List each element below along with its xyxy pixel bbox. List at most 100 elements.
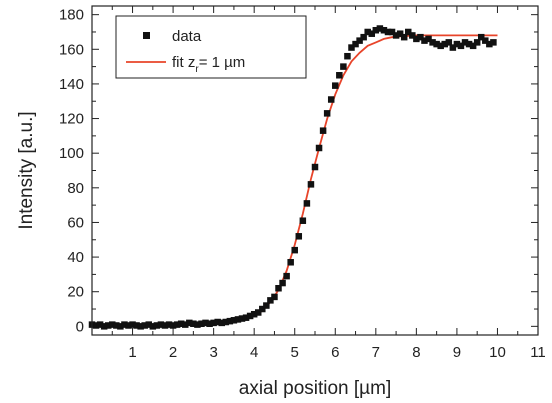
data-point xyxy=(465,40,473,48)
data-point xyxy=(429,39,436,46)
data-point xyxy=(417,33,424,41)
x-tick-label: 9 xyxy=(453,344,461,361)
data-point xyxy=(332,82,339,89)
data-point xyxy=(323,110,331,117)
data-point xyxy=(238,315,246,322)
data-point xyxy=(250,310,258,318)
data-point xyxy=(137,323,144,330)
y-tick-label: 120 xyxy=(59,111,84,128)
data-point xyxy=(194,321,201,328)
legend-fit-subscript: r xyxy=(195,64,199,75)
legend-data-marker xyxy=(143,32,150,39)
data-point xyxy=(364,28,371,36)
data-point xyxy=(157,321,165,328)
data-point xyxy=(133,322,140,329)
x-tick-label: 3 xyxy=(209,344,217,361)
x-tick-label: 8 xyxy=(412,344,420,361)
data-point xyxy=(259,305,266,313)
data-point xyxy=(486,40,493,48)
y-tick-label: 80 xyxy=(67,180,84,197)
y-tick-label: 160 xyxy=(59,41,84,58)
data-point xyxy=(145,321,153,328)
data-point xyxy=(287,259,294,266)
data-point xyxy=(279,279,286,287)
y-tick-labels: 0 20 40 60 80 100 120 140 160 180 xyxy=(59,7,84,336)
y-tick-label: 180 xyxy=(59,7,84,24)
data-point xyxy=(218,319,225,327)
y-tick-label: 60 xyxy=(67,214,84,231)
data-point xyxy=(299,217,307,224)
x-tick-label: 7 xyxy=(372,344,380,361)
x-tick-label: 4 xyxy=(250,344,258,361)
legend-fit-prefix: fit z xyxy=(172,54,195,71)
data-point xyxy=(96,321,104,328)
data-point xyxy=(441,40,448,48)
data-point xyxy=(242,314,250,321)
data-point xyxy=(425,35,432,43)
data-point xyxy=(477,33,485,41)
data-point xyxy=(392,32,400,39)
data-point xyxy=(413,35,420,43)
data-point xyxy=(117,323,124,330)
data-point xyxy=(234,316,242,323)
data-point xyxy=(263,302,270,309)
x-tick-label: 2 xyxy=(169,344,177,361)
data-point xyxy=(473,39,481,46)
data-point xyxy=(482,37,489,44)
y-tick-label: 40 xyxy=(67,249,84,266)
data-point xyxy=(457,42,465,50)
data-point xyxy=(340,63,347,70)
data-point xyxy=(388,28,396,36)
data-point xyxy=(177,320,185,327)
plot-frame xyxy=(91,5,539,336)
data-point xyxy=(149,323,157,330)
data-point xyxy=(226,317,234,325)
legend-fit-suffix: = 1 µm xyxy=(199,54,246,71)
data-point xyxy=(360,33,367,41)
data-point xyxy=(352,40,359,48)
data-point xyxy=(469,42,477,50)
data-point xyxy=(433,40,440,48)
data-point xyxy=(405,28,412,36)
y-tick-label: 0 xyxy=(76,318,84,335)
data-point xyxy=(490,39,497,46)
data-point xyxy=(384,28,392,36)
data-point xyxy=(109,321,116,328)
data-point xyxy=(113,322,120,329)
data-point xyxy=(303,200,311,207)
data-point xyxy=(230,317,238,324)
data-point xyxy=(271,293,278,301)
data-point xyxy=(214,318,221,326)
data-point xyxy=(344,52,351,60)
data-point xyxy=(421,37,428,44)
data-point xyxy=(190,320,197,327)
data-point xyxy=(283,272,290,280)
data-point xyxy=(380,26,388,34)
legend-data-label: data xyxy=(172,28,202,45)
data-point xyxy=(372,26,380,34)
data-point xyxy=(182,321,189,328)
data-point xyxy=(246,312,254,320)
data-point xyxy=(409,32,416,39)
data-point xyxy=(307,181,315,188)
data-point xyxy=(275,284,282,292)
x-axis-label: axial position [µm] xyxy=(239,378,391,399)
data-point xyxy=(198,320,205,327)
data-point xyxy=(153,322,161,329)
data-point xyxy=(400,33,408,41)
x-tick-label: 5 xyxy=(291,344,299,361)
legend: data fit zr= 1 µm xyxy=(115,15,307,79)
data-point xyxy=(267,297,274,304)
legend-box xyxy=(115,15,307,79)
data-point xyxy=(254,309,262,316)
data-point xyxy=(368,30,376,37)
data-point xyxy=(396,30,404,37)
x-tick-label: 1 xyxy=(128,344,136,361)
x-tick-labels: 1 2 3 4 5 6 7 8 9 10 11 xyxy=(128,344,545,361)
data-point xyxy=(315,144,323,152)
data-points xyxy=(88,25,497,330)
data-point xyxy=(453,40,461,48)
data-point xyxy=(449,44,457,51)
y-tick-label: 140 xyxy=(59,76,84,93)
